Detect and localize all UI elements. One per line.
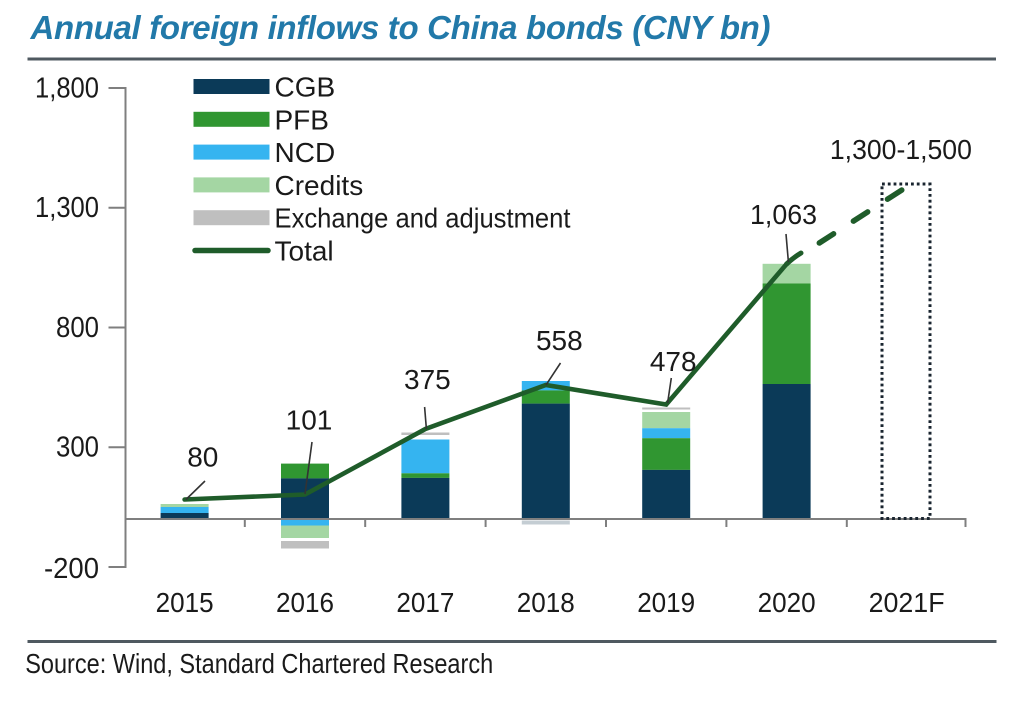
svg-text:Exchange and adjustment: Exchange and adjustment — [275, 203, 571, 234]
svg-text:NCD: NCD — [275, 137, 336, 168]
svg-text:2017: 2017 — [396, 587, 454, 618]
svg-text:375: 375 — [404, 364, 451, 395]
svg-text:2019: 2019 — [637, 587, 695, 618]
svg-text:Source: Wind, Standard Charter: Source: Wind, Standard Chartered Researc… — [25, 648, 493, 679]
svg-text:2015: 2015 — [156, 587, 214, 618]
svg-text:Credits: Credits — [275, 170, 364, 201]
svg-text:800: 800 — [56, 312, 99, 344]
svg-text:2016: 2016 — [276, 587, 334, 618]
svg-text:Annual foreign inflows to Chin: Annual foreign inflows to China bonds (C… — [30, 9, 771, 46]
svg-text:PFB: PFB — [275, 104, 329, 135]
svg-text:Total: Total — [275, 236, 334, 267]
svg-text:2020: 2020 — [758, 587, 816, 618]
svg-text:80: 80 — [187, 441, 218, 472]
svg-text:478: 478 — [650, 346, 697, 377]
svg-text:101: 101 — [286, 404, 333, 435]
svg-text:CGB: CGB — [275, 72, 336, 103]
svg-text:2018: 2018 — [517, 587, 575, 618]
svg-text:1,800: 1,800 — [35, 72, 99, 104]
svg-text:300: 300 — [56, 432, 99, 464]
svg-text:1,300: 1,300 — [35, 192, 99, 224]
svg-text:1,063: 1,063 — [750, 199, 817, 230]
svg-text:2021F: 2021F — [869, 587, 945, 618]
svg-text:-200: -200 — [44, 553, 99, 585]
svg-text:1,300-1,500: 1,300-1,500 — [830, 134, 972, 165]
svg-text:558: 558 — [536, 325, 583, 356]
